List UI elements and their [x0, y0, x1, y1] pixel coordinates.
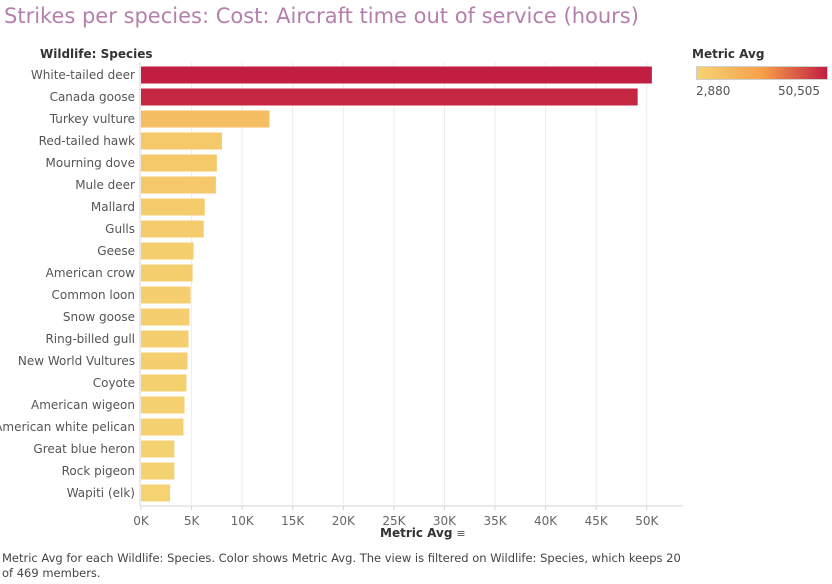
category-label: Turkey vulture [49, 112, 135, 126]
x-axis-title[interactable]: Metric Avg ≡ [380, 526, 466, 540]
category-label: New World Vultures [18, 354, 135, 368]
bar [141, 198, 205, 216]
x-tick-label: 0K [133, 514, 150, 528]
bar [141, 264, 193, 282]
category-label: Ring-billed gull [45, 332, 135, 346]
legend-min-label: 2,880 [696, 84, 731, 98]
x-tick-label: 50K [635, 514, 659, 528]
sort-descending-icon[interactable]: ≡ [456, 527, 466, 540]
category-label: American crow [46, 266, 136, 280]
row-header: Wildlife: Species [40, 47, 153, 61]
category-label: Gulls [105, 222, 135, 236]
caption: Metric Avg for each Wildlife: Species. C… [2, 551, 681, 580]
bar [141, 374, 187, 392]
bar-chart: White-tailed deer Canada goose Turkey vult… [0, 62, 683, 528]
bar [141, 176, 216, 194]
category-label: Snow goose [63, 310, 135, 324]
bar [141, 220, 204, 238]
legend-max-label: 50,505 [778, 84, 820, 98]
category-label: Mourning dove [46, 156, 135, 170]
category-label: Great blue heron [33, 442, 135, 456]
chart-title: Strikes per species: Cost: Aircraft time… [4, 4, 639, 28]
bar [141, 66, 652, 84]
x-tick-label: 10K [231, 514, 255, 528]
bar [141, 242, 194, 260]
color-legend-gradient [696, 66, 828, 80]
bar [141, 440, 175, 458]
bar [141, 88, 638, 106]
category-label: Geese [97, 244, 135, 258]
category-label: Rock pigeon [62, 464, 135, 478]
category-label: American wigeon [31, 398, 135, 412]
x-tick-label: 45K [585, 514, 609, 528]
x-tick-label: 20K [332, 514, 356, 528]
category-label: Canada goose [50, 90, 135, 104]
category-label: Red-tailed hawk [39, 134, 135, 148]
bar [141, 352, 188, 370]
category-label: White-tailed deer [31, 68, 135, 82]
bar [141, 462, 175, 480]
category-label: Wapiti (elk) [67, 486, 135, 500]
bar [141, 418, 184, 436]
x-tick-label: 35K [483, 514, 507, 528]
bar [141, 286, 191, 304]
bar [141, 484, 171, 502]
x-axis-title-text: Metric Avg [380, 526, 453, 540]
category-label: Coyote [93, 376, 135, 390]
bar [141, 396, 185, 414]
bar [141, 154, 217, 172]
x-tick-label: 40K [534, 514, 558, 528]
x-tick-label: 15K [281, 514, 305, 528]
category-label: American white pelican [0, 420, 135, 434]
bar [141, 132, 222, 150]
category-label: Mallard [91, 200, 135, 214]
bar [141, 110, 270, 128]
bar [141, 330, 189, 348]
bar [141, 308, 190, 326]
x-tick-label: 5K [184, 514, 201, 528]
category-label: Common loon [52, 288, 135, 302]
x-tick-label: 25K [382, 514, 406, 528]
x-tick-label: 30K [433, 514, 457, 528]
category-label: Mule deer [75, 178, 135, 192]
legend-title: Metric Avg [692, 47, 765, 61]
